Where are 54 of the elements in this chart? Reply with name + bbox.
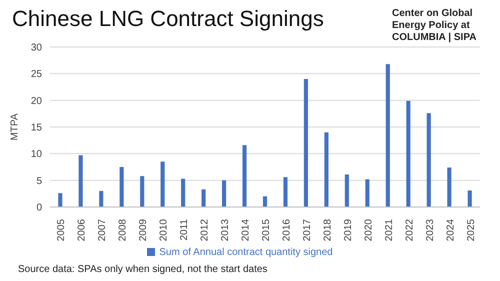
bar: [78, 155, 83, 207]
y-tick-label: 15: [30, 122, 42, 134]
y-axis-title: MTPA: [10, 113, 21, 141]
bar: [120, 167, 124, 207]
bar: [447, 168, 452, 207]
chart-title: Chinese LNG Contract Signings: [12, 6, 324, 32]
x-tick-label: 2022: [404, 218, 416, 242]
x-tick-label: 2012: [200, 218, 211, 242]
bar: [426, 113, 431, 207]
y-tick-label: 5: [36, 176, 42, 187]
x-tick-label: 2021: [384, 218, 395, 242]
x-tick-label: 2020: [363, 218, 374, 242]
bar: [406, 100, 410, 207]
bar: [181, 178, 186, 207]
y-tick-label: 10: [30, 149, 42, 160]
bar: [222, 180, 226, 207]
x-tick-label: 2008: [118, 218, 129, 242]
x-tick-label: 2010: [158, 218, 170, 242]
x-tick-label: 2017: [302, 218, 313, 242]
source-note: Source data: SPAs only when signed, not the start dates: [18, 264, 268, 275]
x-tick-label: 2006: [76, 218, 88, 242]
text: Center on Global Energy Policy at COLUMBIA | SIPA: [392, 8, 478, 44]
bar: [242, 145, 247, 207]
bar: [468, 190, 472, 207]
x-tick-label: 2015: [261, 218, 272, 242]
x-tick-label: 2016: [281, 218, 292, 242]
x-tick-label: 2019: [342, 218, 354, 242]
bar: [283, 177, 288, 207]
x-tick-label: 2005: [56, 218, 68, 242]
bar: [202, 189, 206, 207]
y-tick-label: 20: [30, 96, 42, 107]
y-tick-label: 0: [36, 202, 42, 214]
x-tick-label: 2023: [424, 218, 436, 242]
y-tick-label: 25: [30, 69, 42, 80]
x-tick-label: 2009: [138, 218, 150, 242]
x-tick-label: 2011: [179, 218, 190, 241]
x-tick-label: 2025: [466, 218, 477, 242]
bar: [262, 196, 268, 207]
bar: [160, 162, 165, 207]
x-tick-label: 2018: [322, 218, 334, 242]
y-tick-label: 30: [30, 42, 42, 54]
bar: [58, 193, 62, 207]
bar: [344, 174, 349, 207]
bar: [140, 176, 144, 207]
legend-label: Sum of Annual contract quantity signed: [159, 247, 333, 258]
x-tick-label: 2014: [240, 218, 252, 242]
x-tick-label: 2007: [97, 218, 108, 242]
bar: [99, 191, 104, 207]
bar: [304, 79, 308, 207]
bar: [324, 132, 328, 207]
x-tick-label: 2013: [220, 218, 232, 242]
bar: [386, 64, 390, 207]
x-tick-label: 2024: [445, 218, 456, 242]
bar: [365, 179, 370, 207]
